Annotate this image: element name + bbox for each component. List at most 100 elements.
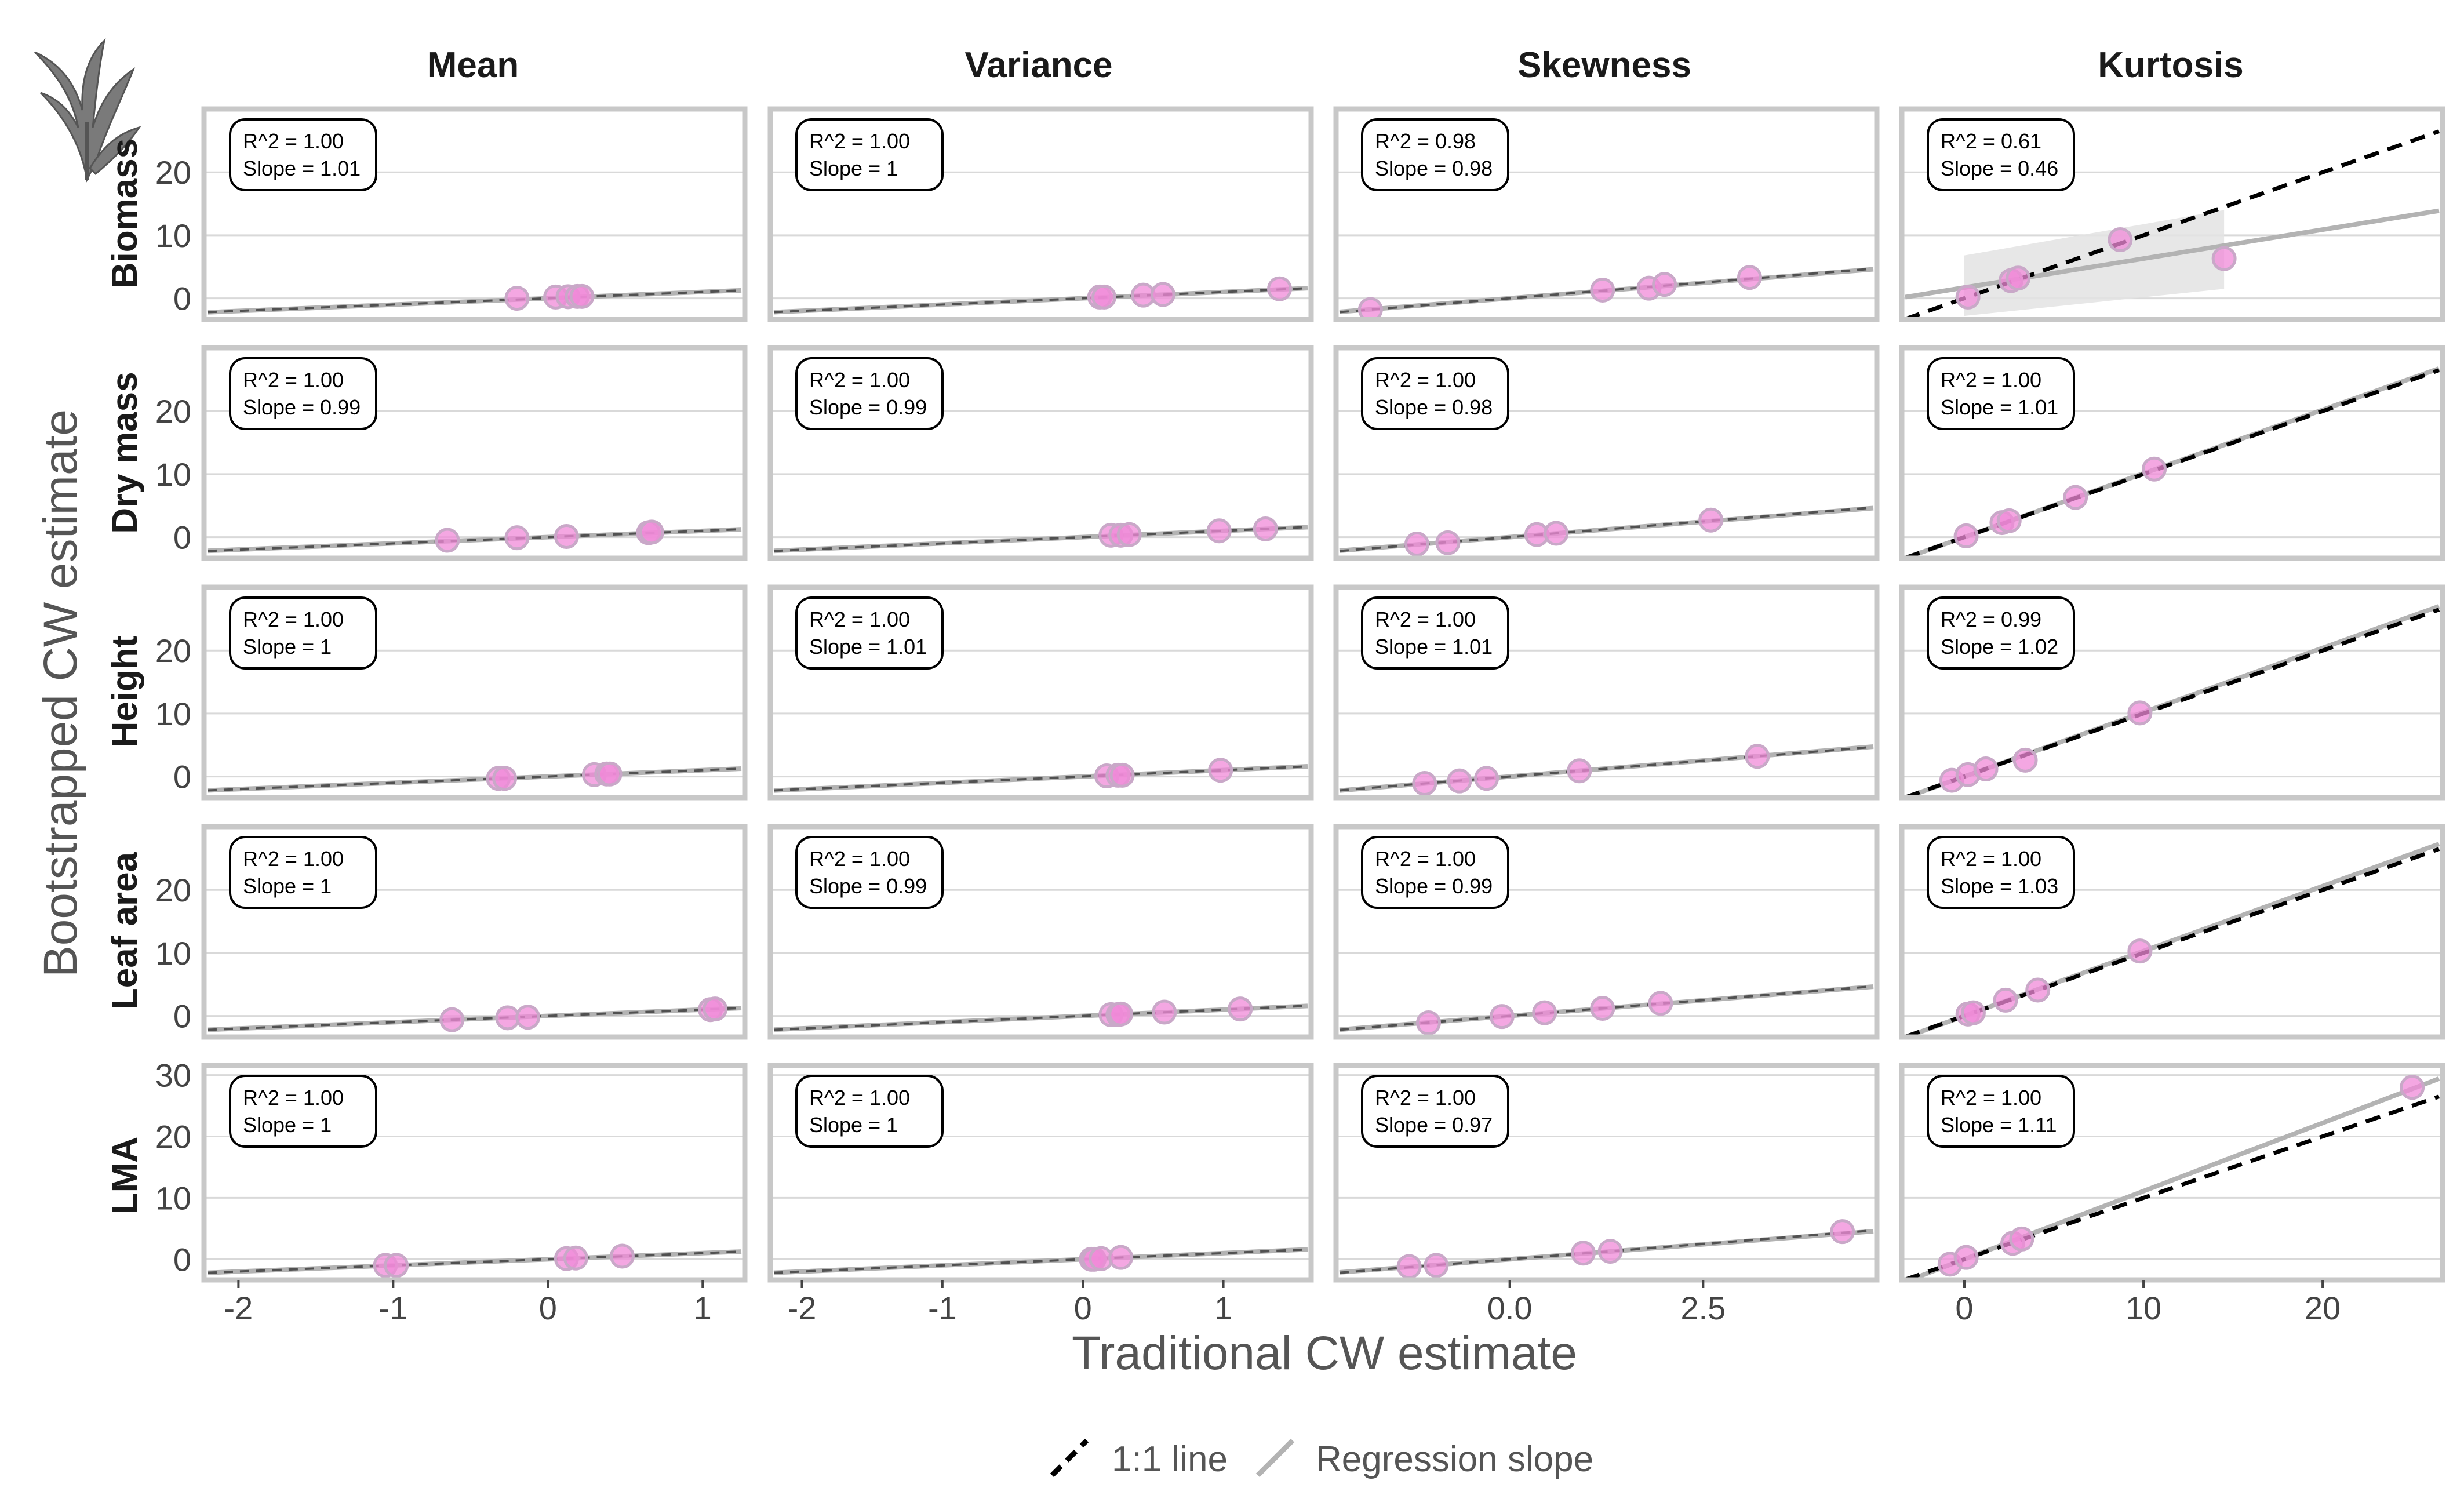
data-point — [1830, 1219, 1855, 1245]
panel-4-1: R^2 = 1.00 Slope = 1 — [767, 1063, 1314, 1283]
slope-label: Slope = 1.11 — [1941, 1113, 2057, 1137]
data-point — [2009, 1226, 2034, 1252]
slope-label: Slope = 0.98 — [1375, 395, 1493, 419]
legend-one-to-one-label: 1:1 line — [1112, 1439, 1228, 1479]
panel-border — [1333, 106, 1880, 322]
data-point — [515, 1005, 541, 1030]
panel-0-1: R^2 = 1.00 Slope = 1 — [767, 106, 1314, 322]
x-tick-label: 10 — [2125, 1290, 2161, 1326]
data-point — [504, 286, 530, 311]
data-point — [1698, 507, 1724, 533]
panel-plot-area — [1339, 984, 1874, 1036]
panel-4-2: R^2 = 1.00 Slope = 0.97 — [1333, 1063, 1880, 1283]
panel-plot-area — [1904, 604, 2440, 798]
panel-plot-area — [1904, 842, 2440, 1037]
panel-border — [201, 824, 748, 1040]
one-to-one-line — [1904, 608, 2440, 798]
panel-border — [1899, 584, 2445, 801]
y-tick-label: 10 — [155, 456, 191, 493]
data-point — [1412, 771, 1437, 796]
one-to-one-line — [773, 1248, 1308, 1274]
panel-1-3: R^2 = 1.00 Slope = 1.01 — [1899, 345, 2445, 561]
stats-label-box — [1361, 357, 1509, 430]
r-squared-label: R^2 = 1.00 — [243, 608, 344, 631]
panel-1-0: R^2 = 1.00 Slope = 0.99 — [201, 345, 748, 561]
r-squared-label: R^2 = 1.00 — [1375, 847, 1476, 871]
one-to-one-line — [1904, 129, 2440, 319]
panel-border — [1899, 345, 2445, 561]
x-axis-title: Traditional CW estimate — [1072, 1327, 1577, 1380]
slope-label: Slope = 1 — [243, 874, 332, 898]
x-tick-label: 1 — [1214, 1290, 1232, 1326]
data-point — [1590, 996, 1615, 1021]
panel-plot-area — [773, 758, 1308, 793]
data-point — [1208, 758, 1233, 783]
y-tick-label: 0 — [173, 998, 191, 1035]
y-tick-label: 20 — [155, 154, 191, 191]
panel-border — [767, 1063, 1314, 1283]
data-point — [1416, 1010, 1441, 1036]
slope-label: Slope = 1 — [809, 157, 898, 180]
panel-3-0: R^2 = 1.00 Slope = 1 — [201, 824, 748, 1040]
panel-border — [1899, 106, 2445, 322]
stats-label-box — [1927, 596, 2075, 670]
data-point — [2211, 246, 2237, 271]
y-tick-label: 10 — [155, 1180, 191, 1216]
one-to-one-line — [1904, 368, 2440, 558]
data-point — [2400, 1075, 2425, 1100]
data-point — [703, 996, 728, 1022]
x-tick-label: 1 — [694, 1290, 712, 1326]
panel-border — [1899, 824, 2445, 1040]
stats-label-box — [1927, 357, 2075, 430]
panel-border — [1899, 1063, 2445, 1283]
panel-border — [201, 106, 748, 322]
stats-label-box — [795, 836, 944, 909]
panel-2-2: R^2 = 1.00 Slope = 1.01 — [1333, 584, 1880, 801]
data-point — [1745, 744, 1770, 769]
x-tick-label: 2.5 — [1680, 1290, 1726, 1326]
data-point — [1474, 766, 1499, 791]
x-tick-label: -2 — [788, 1290, 817, 1326]
r-squared-label: R^2 = 1.00 — [243, 847, 344, 871]
one-to-one-line — [207, 289, 742, 314]
data-point — [597, 761, 623, 787]
confidence-ribbon — [1964, 210, 2225, 316]
data-point — [2108, 227, 2133, 253]
data-point — [2063, 485, 2088, 510]
panel-4-3: R^2 = 1.00 Slope = 1.11 — [1899, 1063, 2445, 1283]
panel-2-1: R^2 = 1.00 Slope = 1.01 — [767, 584, 1314, 801]
stats-label-box — [1361, 118, 1509, 191]
data-point — [1357, 297, 1383, 319]
panel-0-0: R^2 = 1.00 Slope = 1.01 — [201, 106, 748, 322]
row-title-lma: LMA — [105, 1137, 145, 1214]
one-to-one-line — [207, 1250, 742, 1274]
x-tick-label: 20 — [2305, 1290, 2341, 1326]
slope-label: Slope = 0.46 — [1941, 157, 2058, 180]
x-tick-label: -2 — [224, 1290, 253, 1326]
r-squared-label: R^2 = 0.61 — [1941, 129, 2041, 153]
data-point — [1447, 768, 1472, 794]
data-point — [1737, 265, 1762, 290]
x-tick-label: 0 — [539, 1290, 557, 1326]
data-point — [1228, 996, 1253, 1022]
stats-label-box — [229, 118, 377, 191]
r-squared-label: R^2 = 1.00 — [1375, 368, 1476, 392]
data-point — [1206, 518, 1232, 544]
y-tick-label: 30 — [155, 1057, 191, 1094]
row-title-dry-mass: Dry mass — [105, 372, 145, 533]
data-point — [1489, 1004, 1515, 1030]
legend-regression-key — [1255, 1438, 1295, 1478]
slope-label: Slope = 1 — [243, 1113, 332, 1137]
panel-1-2: R^2 = 1.00 Slope = 0.98 — [1333, 345, 1880, 561]
stats-label-box — [1927, 836, 2075, 909]
y-axis-title: Bootstrapped CW estimate — [34, 409, 87, 977]
column-title-kurtosis: Kurtosis — [2098, 45, 2243, 85]
panel-plot-area — [1904, 366, 2440, 558]
slope-label: Slope = 1.03 — [1941, 874, 2058, 898]
data-point — [2127, 938, 2153, 964]
data-point — [1404, 532, 1429, 557]
x-tick-label: 0.0 — [1487, 1290, 1533, 1326]
data-point — [569, 283, 595, 309]
data-point — [1652, 272, 1677, 297]
panel-border — [1333, 1063, 1880, 1283]
